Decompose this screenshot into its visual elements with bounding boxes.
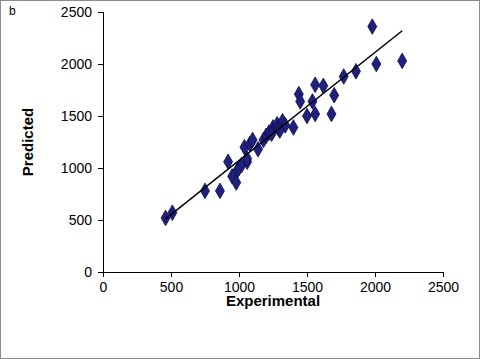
- tick-mark: [443, 272, 444, 277]
- axis-line: [98, 13, 104, 273]
- tick: 500: [160, 272, 184, 295]
- tick-label: 1000: [61, 160, 92, 176]
- point: [311, 77, 320, 93]
- background: [1, 1, 480, 359]
- tick: 0: [84, 264, 103, 280]
- point: [327, 106, 336, 122]
- tick-label: 2500: [61, 4, 92, 20]
- plot-area: [161, 19, 407, 226]
- chart: 0500100015002000250005001000150020002500…: [0, 0, 480, 359]
- tick-mark: [239, 272, 240, 277]
- tick-label: 500: [160, 279, 184, 295]
- trend-line: [166, 31, 403, 219]
- tick-mark: [98, 168, 103, 169]
- tick-mark: [375, 272, 376, 277]
- tick: 2500: [428, 272, 459, 295]
- point: [232, 175, 241, 191]
- tick-mark: [98, 272, 103, 273]
- tick-label: 0: [84, 264, 92, 280]
- x-axis-title: Experimental: [226, 292, 320, 309]
- tick: 2500: [61, 4, 103, 20]
- tick-mark: [98, 116, 103, 117]
- tick: 500: [69, 212, 103, 228]
- point: [296, 94, 305, 110]
- point: [398, 53, 407, 69]
- tick-label: 2500: [428, 279, 459, 295]
- axis-line: [104, 273, 444, 278]
- y-axis-title: Predicted: [19, 108, 36, 176]
- title: b: [9, 4, 16, 18]
- tick-label: 2000: [61, 56, 92, 72]
- point: [289, 120, 298, 136]
- point: [330, 87, 339, 103]
- y-axis: 0 500 1000 1500 2000 2500: [61, 4, 104, 280]
- tick-mark: [98, 12, 103, 13]
- point: [368, 19, 377, 35]
- point: [311, 106, 320, 122]
- tick-mark: [98, 64, 103, 65]
- tick: 1000: [61, 160, 103, 176]
- tick-mark: [98, 220, 103, 221]
- tick-mark: [307, 272, 308, 277]
- tick: 0: [100, 272, 108, 295]
- tick: 1500: [61, 108, 103, 124]
- point: [372, 56, 381, 72]
- tick: 2000: [61, 56, 103, 72]
- tick-label: 500: [69, 212, 93, 228]
- tick-label: 1500: [61, 108, 92, 124]
- point: [215, 183, 224, 199]
- tick-label: 0: [100, 279, 108, 295]
- tick-mark: [171, 272, 172, 277]
- tick: 2000: [360, 272, 391, 295]
- tick-label: 2000: [360, 279, 391, 295]
- point: [303, 108, 312, 124]
